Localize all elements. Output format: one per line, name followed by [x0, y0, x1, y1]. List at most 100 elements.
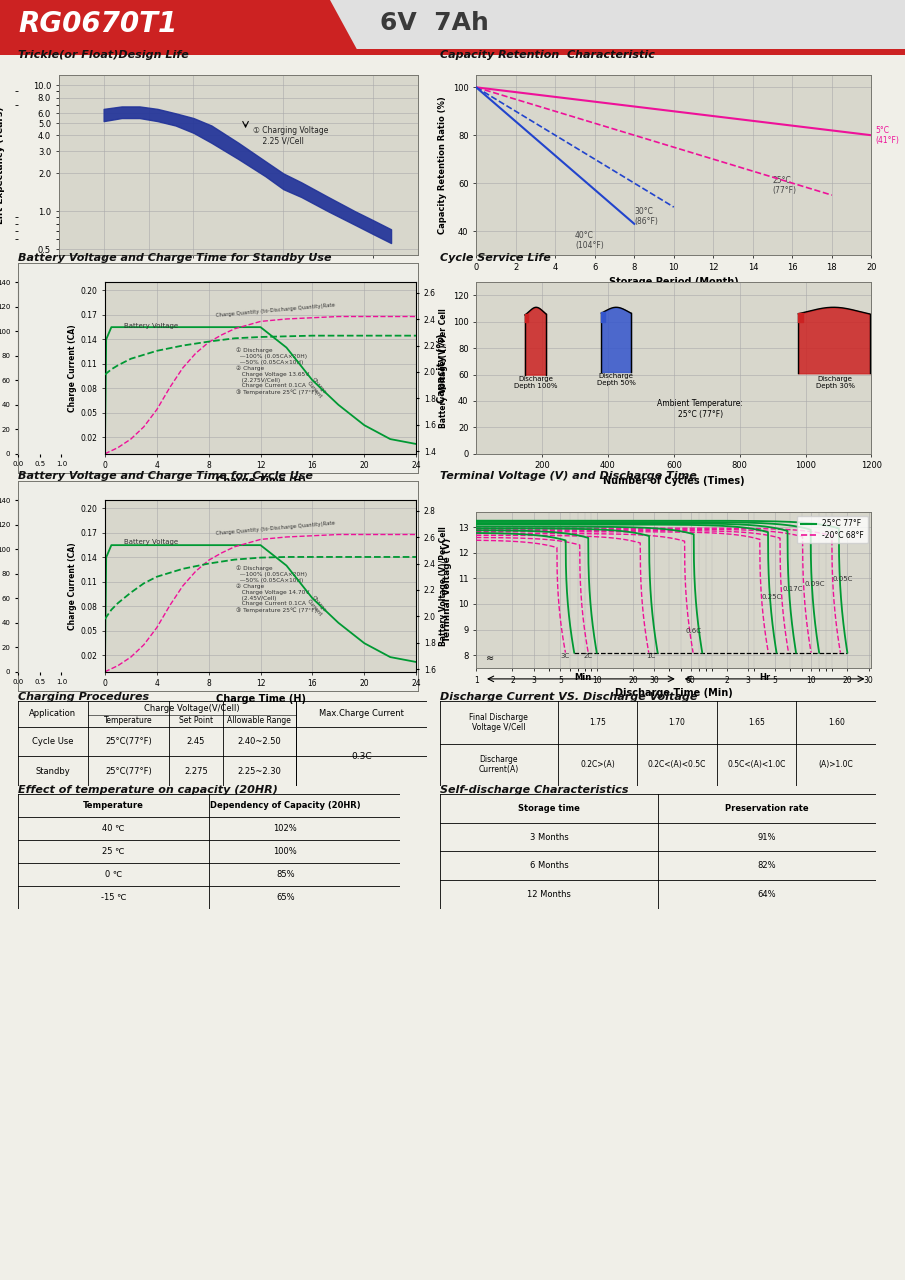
Text: 100%: 100% [273, 847, 297, 856]
Text: Preservation rate: Preservation rate [725, 804, 809, 813]
Text: Trickle(or Float)Design Life: Trickle(or Float)Design Life [18, 50, 189, 60]
Text: Discharge
Current(A): Discharge Current(A) [479, 755, 519, 774]
Text: Discharge
Depth 100%: Discharge Depth 100% [514, 376, 557, 389]
Text: ① Discharge
  —100% (0.05CA×20H)
  —50% (0.05CA×10H)
② Charge
   Charge Voltage : ① Discharge —100% (0.05CA×20H) —50% (0.0… [235, 566, 317, 613]
Text: 85%: 85% [276, 870, 295, 879]
Text: 25°C(77°F): 25°C(77°F) [105, 737, 152, 746]
Text: 2.275: 2.275 [184, 767, 208, 776]
Bar [0, 49, 905, 55]
Text: Discharge Current VS. Discharge Voltage: Discharge Current VS. Discharge Voltage [440, 692, 698, 701]
Text: 0.2C>(A): 0.2C>(A) [580, 760, 614, 769]
Text: Battery Voltage: Battery Voltage [124, 539, 178, 545]
Text: Terminal Voltage (V) and Discharge Time: Terminal Voltage (V) and Discharge Time [440, 471, 697, 481]
Text: 82%: 82% [757, 861, 776, 870]
Text: 5°C
(41°F): 5°C (41°F) [875, 125, 900, 145]
Text: 25°C(77°F): 25°C(77°F) [105, 767, 152, 776]
Text: Cycle Use: Cycle Use [32, 737, 73, 746]
Text: Temperature: Temperature [83, 801, 144, 810]
Text: Charge Voltage(V/Cell): Charge Voltage(V/Cell) [144, 704, 240, 713]
Text: 0.09C: 0.09C [805, 581, 824, 588]
Text: Set Point: Set Point [179, 717, 213, 726]
Text: 0.6C: 0.6C [685, 628, 701, 635]
Y-axis label: Battery Voltage (V)/Per Cell: Battery Voltage (V)/Per Cell [439, 308, 448, 428]
Text: -15 ℃: -15 ℃ [100, 893, 126, 902]
Text: 64%: 64% [757, 890, 776, 899]
Text: Charging Procedures: Charging Procedures [18, 692, 149, 701]
Text: 1C: 1C [646, 653, 655, 659]
Text: ≈: ≈ [486, 653, 494, 663]
Text: 0.2C<(A)<0.5C: 0.2C<(A)<0.5C [648, 760, 706, 769]
Text: 1.60: 1.60 [828, 718, 844, 727]
Text: Application: Application [29, 709, 76, 718]
X-axis label: Number of Cycles (Times): Number of Cycles (Times) [603, 476, 745, 486]
Text: 6V  7Ah: 6V 7Ah [380, 12, 489, 35]
Y-axis label: Charge Current (CA): Charge Current (CA) [69, 324, 78, 412]
Y-axis label: Capacity (%): Capacity (%) [437, 333, 447, 403]
Text: 12 Months: 12 Months [527, 890, 571, 899]
Text: 2C: 2C [584, 653, 593, 659]
Text: Effect of temperature on capacity (20HR): Effect of temperature on capacity (20HR) [18, 785, 278, 795]
Text: Capacity Retention  Characteristic: Capacity Retention Characteristic [440, 50, 655, 60]
Text: Charge
Current: Charge Current [306, 595, 328, 617]
Text: Battery Voltage and Charge Time for Standby Use: Battery Voltage and Charge Time for Stan… [18, 253, 331, 262]
Text: (A)>1.0C: (A)>1.0C [819, 760, 853, 769]
Text: ① Discharge
  —100% (0.05CA×20H)
  —50% (0.05CA×10H)
② Charge
   Charge Voltage : ① Discharge —100% (0.05CA×20H) —50% (0.0… [235, 347, 317, 396]
Legend: 25°C 77°F, -20°C 68°F: 25°C 77°F, -20°C 68°F [796, 516, 868, 544]
Y-axis label: Battery Voltage (V)/Per Cell: Battery Voltage (V)/Per Cell [439, 526, 448, 646]
Text: Final Discharge
Voltage V/Cell: Final Discharge Voltage V/Cell [470, 713, 529, 732]
Text: Battery Voltage and Charge Time for Cycle Use: Battery Voltage and Charge Time for Cycl… [18, 471, 313, 481]
Text: 40 ℃: 40 ℃ [102, 824, 125, 833]
Text: Dependency of Capacity (20HR): Dependency of Capacity (20HR) [210, 801, 360, 810]
Text: 2.40~2.50: 2.40~2.50 [237, 737, 281, 746]
Text: Standby: Standby [35, 767, 71, 776]
Text: Max.Charge Current: Max.Charge Current [319, 709, 404, 718]
Polygon shape [0, 0, 360, 55]
Text: 2.45: 2.45 [186, 737, 205, 746]
Text: Ambient Temperature:
25°C (77°F): Ambient Temperature: 25°C (77°F) [657, 399, 743, 419]
Text: Discharge
Depth 50%: Discharge Depth 50% [596, 374, 635, 387]
X-axis label: Charge Time (H): Charge Time (H) [215, 476, 306, 486]
X-axis label: Temperature (°C): Temperature (°C) [191, 278, 286, 287]
Text: Battery Voltage: Battery Voltage [124, 324, 178, 329]
Text: 3C: 3C [561, 653, 570, 659]
Text: Storage time: Storage time [518, 804, 580, 813]
Text: Charge Quantity (to-Discharge Quantity)Rate: Charge Quantity (to-Discharge Quantity)R… [215, 520, 335, 535]
X-axis label: Charge Time (H): Charge Time (H) [215, 694, 306, 704]
Text: 102%: 102% [273, 824, 297, 833]
Text: Temperature: Temperature [104, 717, 153, 726]
Text: RG0670T1: RG0670T1 [18, 10, 177, 38]
Text: Hr: Hr [759, 673, 770, 682]
Text: Discharge Time (Min): Discharge Time (Min) [614, 689, 733, 698]
X-axis label: Storage Period (Month): Storage Period (Month) [609, 278, 738, 287]
Text: 0.25C: 0.25C [762, 594, 782, 600]
Text: Self-discharge Characteristics: Self-discharge Characteristics [440, 785, 628, 795]
Text: 0.5C<(A)<1.0C: 0.5C<(A)<1.0C [728, 760, 786, 769]
Text: 25°C
(77°F): 25°C (77°F) [773, 175, 796, 196]
Text: Min: Min [575, 673, 592, 682]
Y-axis label: Capacity Retention Ratio (%): Capacity Retention Ratio (%) [438, 96, 447, 234]
Text: Cycle Service Life: Cycle Service Life [440, 253, 551, 262]
Text: Charge
Current: Charge Current [306, 376, 328, 399]
Text: 91%: 91% [757, 832, 776, 842]
Y-axis label: Charge Current (CA): Charge Current (CA) [69, 543, 78, 630]
Text: Allowable Range: Allowable Range [227, 717, 291, 726]
Y-axis label: Lift Expectancy (Years): Lift Expectancy (Years) [0, 106, 5, 224]
Text: 0.17C: 0.17C [782, 586, 803, 593]
Text: 6 Months: 6 Months [529, 861, 568, 870]
Y-axis label: Terminal Voltage (V): Terminal Voltage (V) [443, 538, 452, 641]
Text: 25 ℃: 25 ℃ [102, 847, 125, 856]
Text: Discharge
Depth 30%: Discharge Depth 30% [815, 376, 854, 389]
Text: Charge Quantity (to-Discharge Quantity)Rate: Charge Quantity (to-Discharge Quantity)R… [215, 302, 335, 317]
Text: 30°C
(86°F): 30°C (86°F) [634, 207, 658, 227]
Text: 1.65: 1.65 [748, 718, 765, 727]
Text: 1.70: 1.70 [669, 718, 685, 727]
Text: 0 ℃: 0 ℃ [105, 870, 122, 879]
Text: 3 Months: 3 Months [529, 832, 568, 842]
Text: 0.05C: 0.05C [833, 576, 853, 582]
Text: 65%: 65% [276, 893, 295, 902]
Text: ① Charging Voltage
    2.25 V/Cell: ① Charging Voltage 2.25 V/Cell [252, 125, 329, 145]
Text: 0.3C: 0.3C [351, 751, 372, 760]
Text: 2.25~2.30: 2.25~2.30 [237, 767, 281, 776]
Text: 1.75: 1.75 [589, 718, 606, 727]
Text: 40°C
(104°F): 40°C (104°F) [575, 230, 604, 251]
